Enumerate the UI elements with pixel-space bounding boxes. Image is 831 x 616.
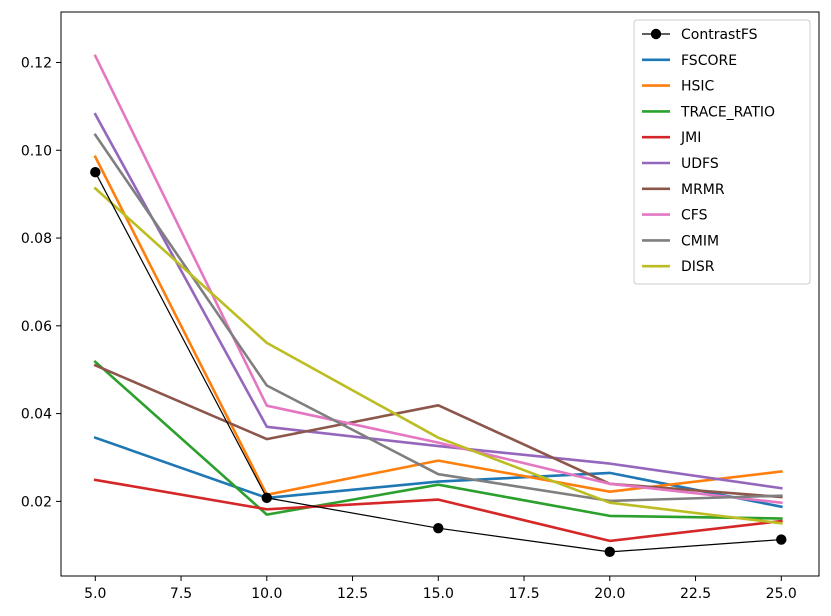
series-line-cfs bbox=[93, 54, 783, 505]
legend-label: UDFS bbox=[681, 156, 719, 172]
legend-label: FSCORE bbox=[681, 53, 737, 69]
legend-marker bbox=[650, 28, 662, 40]
legend-item-trace-ratio: TRACE_RATIO bbox=[642, 104, 775, 120]
y-axis: 0.02 0.04 0.06 0.08 0.10 0.12 bbox=[21, 55, 61, 510]
y-tick-label: 0.02 bbox=[21, 494, 52, 510]
series-line-hsic bbox=[93, 155, 783, 497]
legend: ContrastFS FSCORE HSIC TRACE_RATIO JMI UDFS MR… bbox=[633, 19, 811, 285]
series-markers bbox=[90, 167, 787, 558]
series-line-jmi bbox=[93, 478, 783, 543]
y-tick-label: 0.04 bbox=[21, 407, 52, 423]
legend-label: MRMR bbox=[681, 182, 725, 198]
legend-box bbox=[633, 19, 811, 285]
y-tick-label: 0.12 bbox=[21, 55, 52, 71]
legend-item-jmi: JMI bbox=[642, 130, 701, 146]
data-point-contrastfs bbox=[90, 167, 101, 178]
x-tick-label: 20.0 bbox=[594, 586, 625, 602]
legend-item-fscore: FSCORE bbox=[642, 53, 737, 69]
x-axis: 5.0 7.5 10.0 12.5 15.0 17.5 20.0 22.5 25.0 bbox=[84, 576, 797, 602]
legend-item-hsic: HSIC bbox=[642, 79, 715, 95]
data-point-contrastfs bbox=[433, 522, 444, 534]
x-tick-label: 15.0 bbox=[423, 586, 454, 602]
y-tick-label: 0.06 bbox=[21, 319, 52, 335]
series-line-disr bbox=[93, 186, 783, 525]
legend-item-cfs: CFS bbox=[642, 208, 708, 224]
y-tick-label: 0.08 bbox=[21, 231, 52, 247]
x-tick-label: 5.0 bbox=[84, 586, 106, 602]
series-lines bbox=[93, 54, 783, 553]
legend-label: JMI bbox=[680, 130, 701, 146]
legend-label: CFS bbox=[681, 208, 708, 224]
legend-item-mrmr: MRMR bbox=[642, 182, 725, 198]
legend-label: CMIM bbox=[681, 233, 719, 249]
y-tick-label: 0.10 bbox=[21, 143, 52, 159]
legend-label: DISR bbox=[681, 259, 715, 275]
x-tick-label: 12.5 bbox=[337, 586, 368, 602]
x-tick-label: 22.5 bbox=[680, 586, 711, 602]
data-point-contrastfs bbox=[776, 534, 787, 545]
series-line-cmim bbox=[93, 133, 783, 503]
legend-label: ContrastFS bbox=[681, 27, 758, 43]
data-point-contrastfs bbox=[604, 546, 615, 558]
series-line-udfs bbox=[93, 112, 783, 490]
legend-item-udfs: UDFS bbox=[642, 156, 719, 172]
legend-label: HSIC bbox=[681, 79, 715, 95]
data-point-contrastfs bbox=[261, 492, 272, 504]
legend-item-disr: DISR bbox=[642, 259, 715, 275]
x-tick-label: 7.5 bbox=[170, 586, 192, 602]
x-tick-label: 25.0 bbox=[766, 586, 797, 602]
x-tick-label: 17.5 bbox=[508, 586, 539, 602]
series-line-mrmr bbox=[93, 363, 783, 499]
plot-frame bbox=[60, 11, 820, 577]
legend-item-cmim: CMIM bbox=[642, 233, 719, 249]
legend-item-contrastfs: ContrastFS bbox=[642, 27, 758, 43]
legend-label: TRACE_RATIO bbox=[680, 104, 775, 120]
x-tick-label: 10.0 bbox=[251, 586, 282, 602]
series-line-trace-ratio bbox=[93, 359, 783, 520]
